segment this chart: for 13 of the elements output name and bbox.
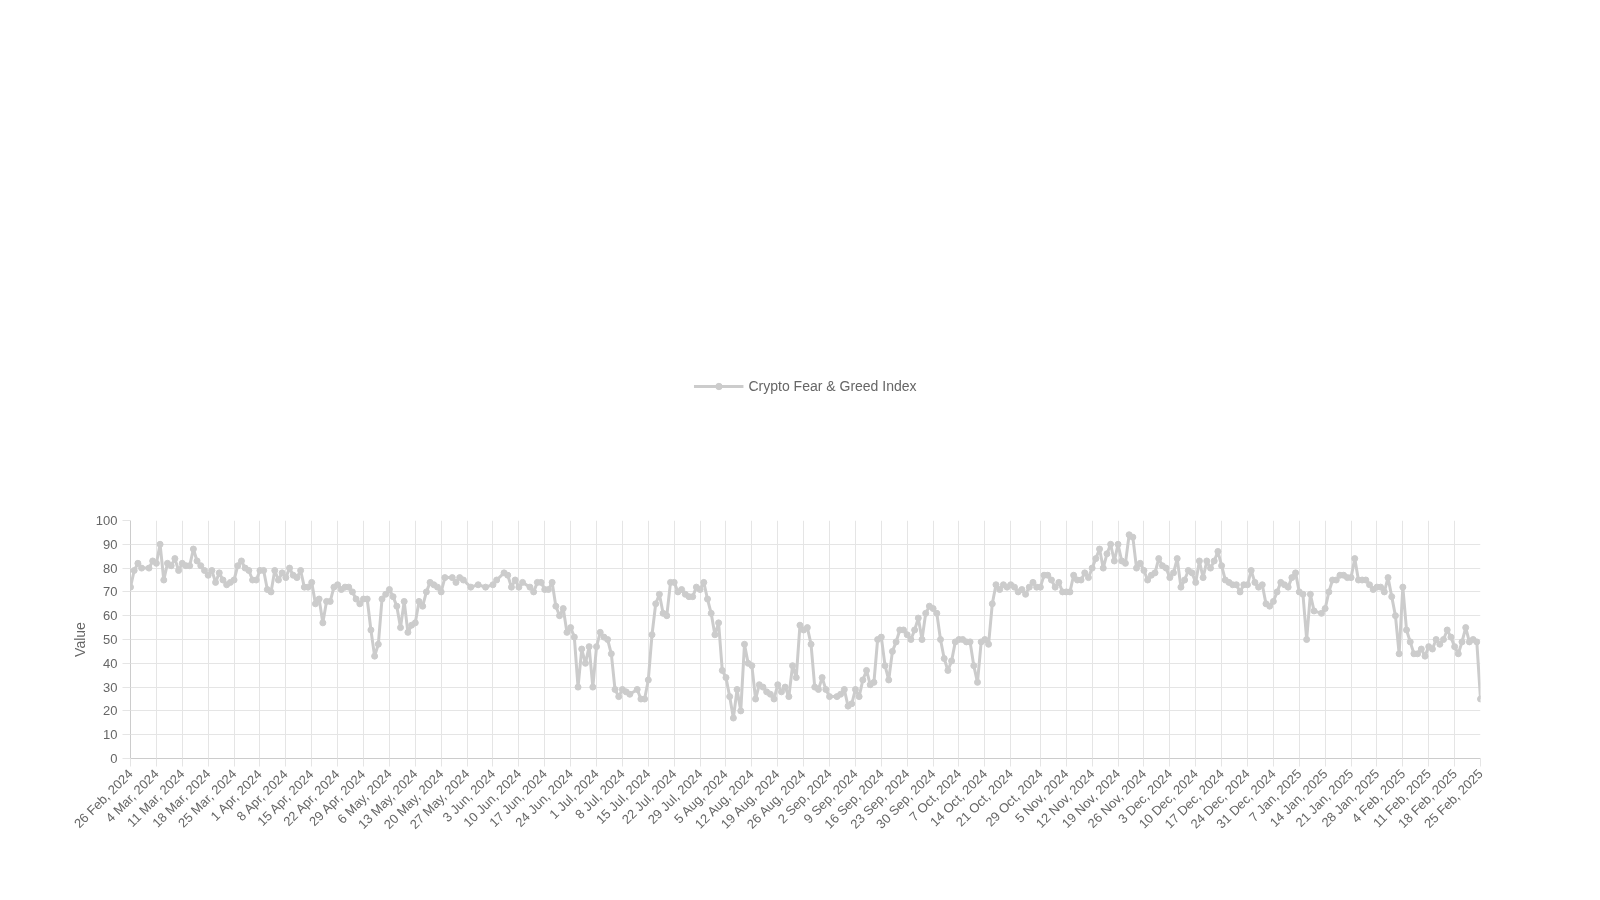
y-tick-label: 0	[110, 751, 118, 766]
y-tick-label: 90	[103, 536, 118, 552]
y-tick-label: 70	[103, 584, 118, 600]
y-tick-label: 100	[95, 513, 118, 528]
y-tick-label: 10	[103, 727, 118, 743]
y-tick-label: 20	[103, 703, 118, 719]
y-tick-label: 40	[103, 655, 118, 671]
y-tick-label: 30	[103, 679, 118, 695]
y-tick-label: 60	[103, 608, 118, 624]
y-axis-title: Value	[71, 621, 88, 657]
legend-label: Crypto Fear & Greed Index	[748, 378, 917, 394]
y-tick-label: 50	[103, 632, 118, 647]
y-tick-label: 80	[103, 560, 118, 576]
